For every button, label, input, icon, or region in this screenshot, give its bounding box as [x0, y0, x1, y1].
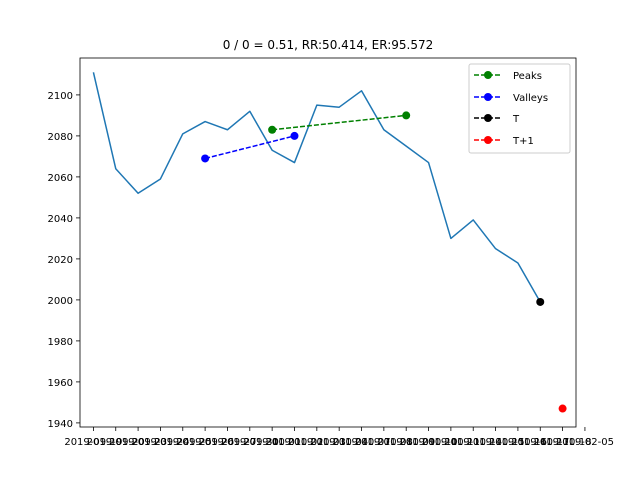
y-tick-label: 2060 [48, 173, 73, 184]
chart-title: 0 / 0 = 0.51, RR:50.414, ER:95.572 [223, 38, 434, 52]
legend-marker-peaks [484, 71, 492, 79]
legend-label-t1: T+1 [512, 136, 534, 147]
x-tick-label: 2019-09-19 [64, 437, 122, 448]
series-point-3 [558, 404, 567, 413]
y-tick-label: 2020 [48, 255, 73, 266]
x-tick-label: 2019-10-17 [511, 437, 569, 448]
x-tick-label: 2019-10-18 [534, 437, 592, 448]
x-tick-label: 2019-10-10 [399, 437, 457, 448]
x-tick-label: 2019-10-15 [467, 437, 525, 448]
x-tick-label: 2019-09-30 [221, 437, 279, 448]
series-point-1 [290, 131, 299, 140]
series-point-0 [402, 111, 411, 120]
x-tick-label: 2019-10-04 [310, 437, 368, 448]
legend-marker-t1 [484, 136, 492, 144]
series-point-0 [268, 125, 277, 134]
legend: Peaks Valleys T T+1 [468, 63, 571, 154]
legend-label-peaks: Peaks [513, 71, 542, 82]
x-tick-label: 2019-09-27 [198, 437, 256, 448]
x-tick-label: 2019-09-26 [176, 437, 234, 448]
legend-marker-valleys [484, 93, 492, 101]
x-tick-label: 2019-10-16 [489, 437, 547, 448]
x-tick-label: 2019-10-01 [243, 437, 301, 448]
plot-area: 1940 1960 1980 2000 2020 2040 2060 2080 2100 2019… [48, 57, 614, 448]
x-tick-label: 2019-09-20 [87, 437, 145, 448]
x-tick-label: 2019-10-03 [288, 437, 346, 448]
x-tick-label: 2019-10-14 [444, 437, 502, 448]
y-tick-label: 1960 [48, 378, 73, 389]
x-tick-label: 2019-10-07 [332, 437, 390, 448]
x-tick-label: 2019-10-09 [377, 437, 435, 448]
legend-label-valleys: Valleys [513, 93, 548, 104]
x-tick-label: 2019-10-11 [422, 437, 480, 448]
y-tick-label: 1940 [48, 419, 73, 430]
legend-label-t: T [512, 114, 520, 125]
legend-frame [468, 63, 571, 154]
x-tick-label: 2019-02-05 [556, 437, 614, 448]
price-line [92, 72, 541, 303]
x-tick-label: 2019-10-08 [355, 437, 413, 448]
y-tick-label: 2100 [48, 91, 73, 102]
series-point-1 [201, 154, 210, 163]
y-tick-label: 2040 [48, 214, 73, 225]
axes-frame [79, 57, 577, 428]
series-point-2 [536, 297, 545, 306]
series-line-0 [272, 114, 407, 131]
y-tick-label: 1980 [48, 337, 73, 348]
x-tick-label: 2019-10-02 [265, 437, 323, 448]
x-tick-label: 2019-09-24 [131, 437, 189, 448]
x-tick-label: 2019-09-23 [109, 437, 167, 448]
y-tick-label: 2000 [48, 296, 73, 307]
x-tick-label: 2019-09-25 [154, 437, 212, 448]
series-line-1 [204, 135, 295, 160]
y-tick-label: 2080 [48, 132, 73, 143]
legend-marker-t [484, 114, 492, 122]
